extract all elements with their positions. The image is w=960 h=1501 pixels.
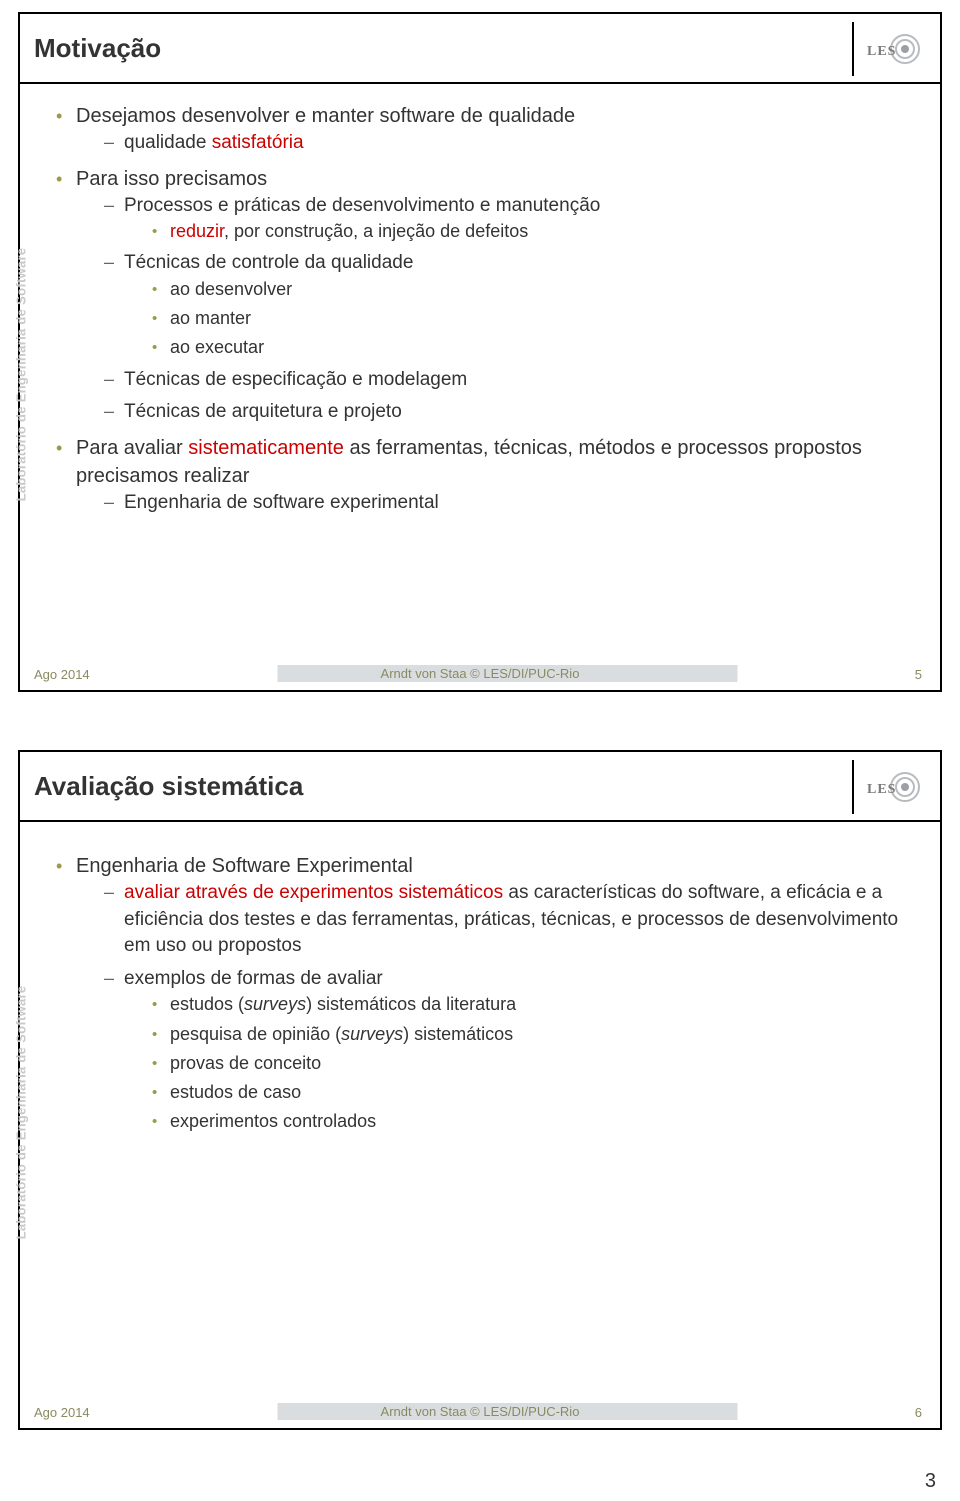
bullet-item: Para avaliar sistematicamente as ferrame…: [56, 434, 920, 517]
les-logo-text: LES: [863, 29, 923, 69]
sidebar-label: Laboratório de Engenharia de Software: [14, 985, 29, 1239]
bullet-item: experimentos controlados: [152, 1109, 920, 1134]
slide-title-bar: Motivação LES: [20, 14, 940, 84]
bullet-item: exemplos de formas de avaliar estudos (s…: [104, 966, 920, 1135]
bullet-item: Técnicas de controle da qualidade ao des…: [104, 250, 920, 360]
bullet-item: reduzir, por construção, a injeção de de…: [152, 219, 920, 244]
slide-motivacao: Motivação LES Laboratório de Engenharia …: [18, 12, 942, 692]
bullet-item: avaliar através de experimentos sistemát…: [104, 880, 920, 960]
bullet-item: ao desenvolver: [152, 277, 920, 302]
bullet-item: Técnicas de arquitetura e projeto: [104, 399, 920, 426]
slide-footer: Ago 2014 Arndt von Staa © LES/DI/PUC-Rio…: [20, 660, 940, 684]
bullet-item: Engenharia de Software Experimental aval…: [56, 852, 920, 1134]
bullet-item: Engenharia de software experimental: [104, 490, 920, 517]
slide-sidebar: Laboratório de Engenharia de Software: [6, 154, 36, 594]
slide-title: Avaliação sistemática: [34, 771, 303, 802]
bullet-item: qualidade satisfatória: [104, 130, 920, 157]
slide-content: Engenharia de Software Experimental aval…: [56, 852, 920, 1142]
bullet-item: estudos (surveys) sistemáticos da litera…: [152, 992, 920, 1017]
bullet-item: estudos de caso: [152, 1080, 920, 1105]
bullet-item: Processos e práticas de desenvolvimento …: [104, 193, 920, 245]
les-logo: LES: [852, 22, 932, 76]
slide-sidebar: Laboratório de Engenharia de Software: [6, 892, 36, 1332]
bullet-item: Técnicas de especificação e modelagem: [104, 367, 920, 394]
slide-footer: Ago 2014 Arndt von Staa © LES/DI/PUC-Rio…: [20, 1398, 940, 1422]
bullet-item: ao executar: [152, 335, 920, 360]
footer-slide-number: 5: [915, 667, 922, 682]
footer-author: Arndt von Staa © LES/DI/PUC-Rio: [20, 1403, 940, 1420]
bullet-item: provas de conceito: [152, 1051, 920, 1076]
slide-title-bar: Avaliação sistemática LES: [20, 752, 940, 822]
footer-slide-number: 6: [915, 1405, 922, 1420]
les-logo-text: LES: [863, 767, 923, 807]
bullet-item: pesquisa de opinião (surveys) sistemátic…: [152, 1022, 920, 1047]
les-logo: LES: [852, 760, 932, 814]
page-number: 3: [0, 1470, 960, 1493]
footer-author: Arndt von Staa © LES/DI/PUC-Rio: [20, 665, 940, 682]
bullet-item: ao manter: [152, 306, 920, 331]
sidebar-label: Laboratório de Engenharia de Software: [14, 247, 29, 501]
bullet-item: Desejamos desenvolver e manter software …: [56, 102, 920, 157]
bullet-item: Para isso precisamos Processos e prática…: [56, 165, 920, 426]
slide-title: Motivação: [34, 33, 161, 64]
svg-text:LES: LES: [867, 44, 896, 59]
svg-text:LES: LES: [867, 782, 896, 797]
slide-content: Desejamos desenvolver e manter software …: [56, 102, 920, 524]
slide-avaliacao: Avaliação sistemática LES Laboratório de…: [18, 750, 942, 1430]
